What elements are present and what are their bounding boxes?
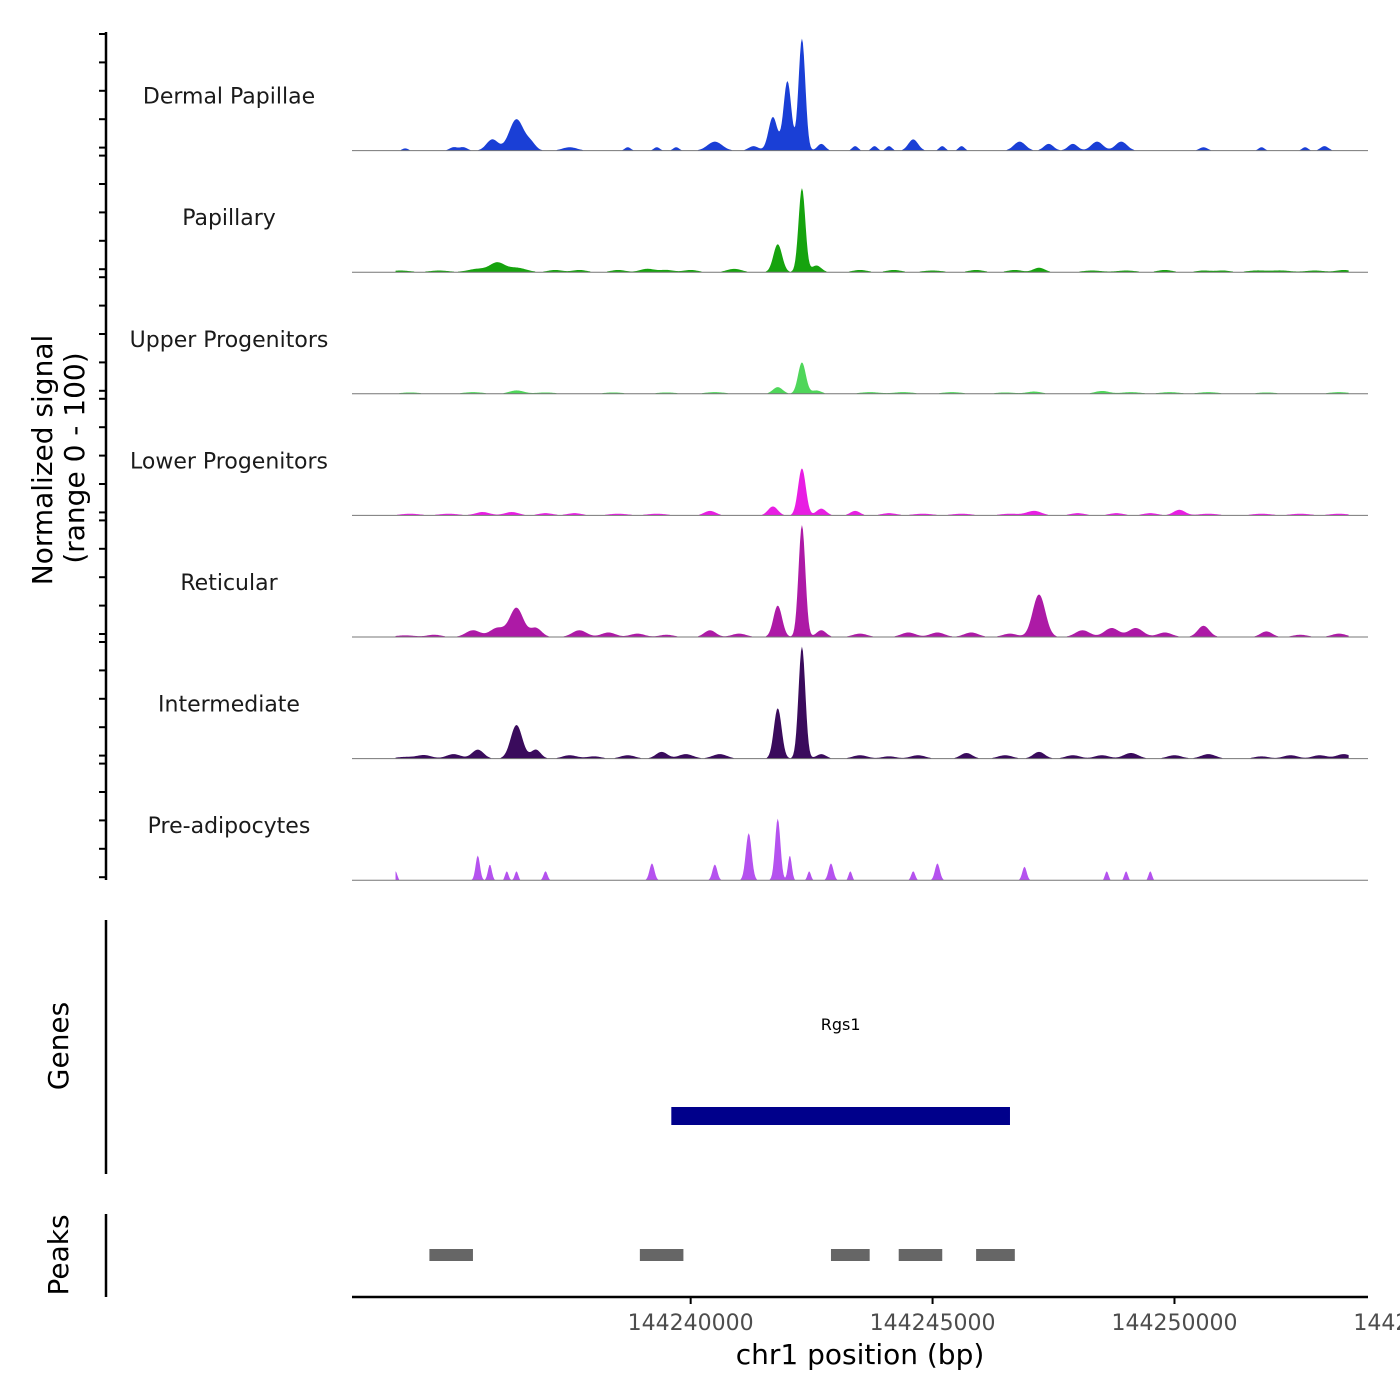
track-signal-area <box>395 188 1349 273</box>
x-tick-label: 144250000 <box>1111 1311 1237 1336</box>
signal-tracks: Dermal Papillae Papillary Upper Progenitor… <box>130 38 1368 881</box>
track-label: Lower Progenitors <box>130 449 328 474</box>
track-lower-progenitors: Lower Progenitors <box>130 449 1368 516</box>
x-axis-title: chr1 position (bp) <box>736 1338 985 1371</box>
track-upper-progenitors: Upper Progenitors <box>130 328 1368 395</box>
peak-region[interactable] <box>830 1249 870 1261</box>
peaks-track-title: Peaks <box>42 1214 75 1295</box>
y-axis-title-line1: Normalized signal <box>26 335 59 586</box>
track-label: Upper Progenitors <box>130 328 329 353</box>
track-intermediate: Intermediate <box>158 646 1368 760</box>
x-axis: 144240000 144245000 144250000 144255000 <box>352 1295 1400 1336</box>
x-tick-label: 144240000 <box>628 1311 754 1336</box>
track-label: Papillary <box>182 206 276 231</box>
peak-region[interactable] <box>639 1249 684 1261</box>
track-reticular: Reticular <box>180 525 1368 638</box>
x-tick-label: 144245000 <box>870 1311 996 1336</box>
gene-track: Rgs1 <box>671 1015 1010 1125</box>
x-tick-label: 144255000 <box>1353 1311 1400 1336</box>
track-label: Reticular <box>180 571 278 596</box>
peak-region[interactable] <box>429 1249 473 1261</box>
peak-track <box>429 1249 1015 1261</box>
peak-region[interactable] <box>976 1249 1015 1261</box>
track-signal-area <box>395 818 1349 881</box>
signal-y-axis <box>99 32 108 880</box>
y-axis-title-line2: (range 0 - 100) <box>58 352 91 563</box>
track-label: Dermal Papillae <box>143 85 315 110</box>
track-signal-area <box>395 646 1349 759</box>
track-pre-adipocytes: Pre-adipocytes <box>148 814 1368 881</box>
peak-region[interactable] <box>898 1249 943 1261</box>
gene-label: Rgs1 <box>821 1015 861 1034</box>
track-papillary: Papillary <box>182 188 1368 273</box>
track-signal-area <box>395 525 1349 637</box>
track-signal-area <box>395 468 1349 516</box>
track-signal-area <box>395 38 1349 151</box>
track-label: Intermediate <box>158 693 300 718</box>
track-dermal-papillae: Dermal Papillae <box>143 38 1368 152</box>
gene-body[interactable] <box>671 1107 1010 1125</box>
genes-track-title: Genes <box>42 1002 75 1090</box>
track-signal-area <box>395 362 1349 394</box>
track-label: Pre-adipocytes <box>148 814 311 839</box>
